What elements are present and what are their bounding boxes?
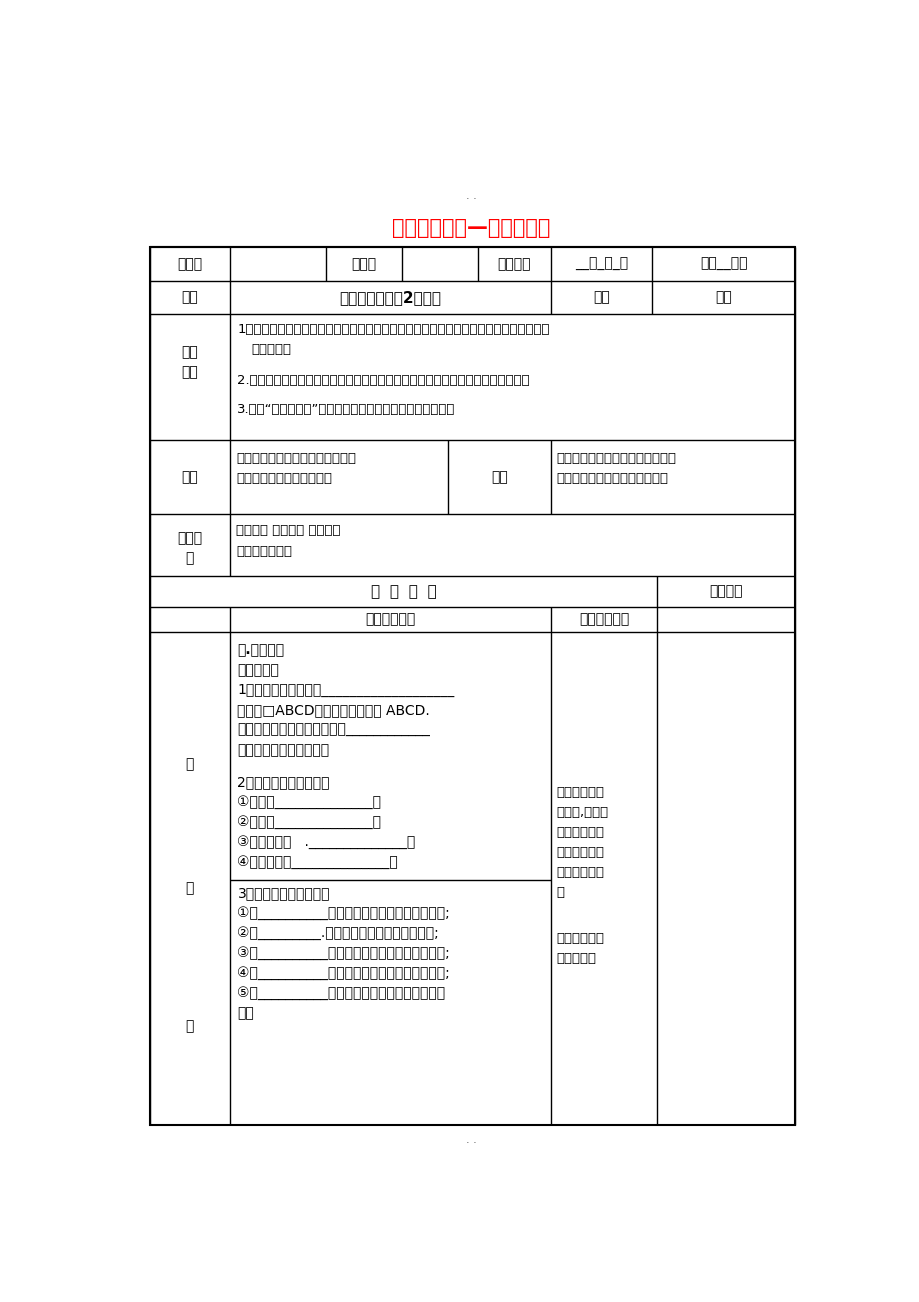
Text: 交流的过程中回顾本章知识: 交流的过程中回顾本章知识 <box>235 471 332 484</box>
Bar <box>150 247 795 1125</box>
Text: 教学: 教学 <box>181 345 198 359</box>
Text: 难点: 难点 <box>491 470 507 484</box>
Text: 重点: 重点 <box>181 470 198 484</box>
Text: 纳本章知识结: 纳本章知识结 <box>556 866 604 879</box>
Text: ②、角：______________；: ②、角：______________； <box>237 815 381 829</box>
Text: 教  学  内  容: 教 学 内 容 <box>370 583 437 599</box>
Text: 学生主体活动: 学生主体活动 <box>578 612 629 626</box>
Text: 一.课前预习: 一.课前预习 <box>237 643 284 658</box>
Text: . .: . . <box>466 1135 476 1146</box>
Text: 识系统化；: 识系统化； <box>251 344 291 357</box>
Text: 交流自己的复: 交流自己的复 <box>556 932 604 945</box>
Text: 平行四边形: 平行四边形 <box>237 663 279 677</box>
Text: ①、边：______________；: ①、边：______________； <box>237 796 381 810</box>
Text: 根据课前预习: 根据课前预习 <box>556 786 604 799</box>
Text: 目标: 目标 <box>181 365 198 379</box>
Text: 3、平行四边形的判定：: 3、平行四边形的判定： <box>237 887 330 900</box>
Text: 构: 构 <box>556 887 564 900</box>
Text: 过: 过 <box>186 1019 194 1034</box>
Text: 个案调整: 个案调整 <box>709 585 743 599</box>
Text: ①、__________分别平行的四边形是平行四边形;: ①、__________分别平行的四边形是平行四边形; <box>237 906 449 921</box>
Text: 中心对称图形—平形四边形: 中心对称图形—平形四边形 <box>391 217 550 238</box>
Text: ④、对称性：______________；: ④、对称性：______________； <box>237 855 398 870</box>
Text: 教师主导活动: 教师主导活动 <box>365 612 414 626</box>
Text: 的交点是它的对称中心。: 的交点是它的对称中心。 <box>237 743 329 756</box>
Text: 教: 教 <box>186 758 194 772</box>
Text: 指导学生 解疑释惑 检测应用: 指导学生 解疑释惑 检测应用 <box>235 523 340 536</box>
Text: 授课时间: 授课时间 <box>497 256 530 271</box>
Text: 记作：□ABCD，读作平行四边形 ABCD.: 记作：□ABCD，读作平行四边形 ABCD. <box>237 703 430 717</box>
Text: 课题: 课题 <box>181 290 198 305</box>
Text: 总第__课时: 总第__课时 <box>699 256 747 271</box>
Text: 2、平行四边形的性质：: 2、平行四边形的性质： <box>237 775 330 789</box>
Text: __年_月_日: __年_月_日 <box>574 256 627 271</box>
Text: 1、回顾、思考本章所学的知识及思想方法，并能用自己喜欢的方式进行梳理，使所学知: 1、回顾、思考本章所学的知识及思想方法，并能用自己喜欢的方式进行梳理，使所学知 <box>237 323 550 336</box>
Text: 具: 具 <box>186 551 194 565</box>
Text: 主备人: 主备人 <box>177 256 202 271</box>
Text: 3.通过“小结与思考”的教学，培养学生归纳、反思的意识；: 3.通过“小结与思考”的教学，培养学生归纳、反思的意识； <box>237 402 455 415</box>
Text: 形；: 形； <box>237 1006 254 1021</box>
Text: 学: 学 <box>186 880 194 894</box>
Text: 新授: 新授 <box>715 290 732 305</box>
Text: ③、对角线：   .______________；: ③、对角线： .______________； <box>237 836 415 849</box>
Text: 引导学生用自己喜欢的方式梳理本: 引导学生用自己喜欢的方式梳理本 <box>556 452 676 465</box>
Text: 小结与思考（第2课时）: 小结与思考（第2课时） <box>339 290 440 305</box>
Text: 教法教: 教法教 <box>177 531 202 546</box>
Text: 习归纳成果: 习归纳成果 <box>556 953 596 965</box>
Text: 以学生活动为主，让学生在反思与: 以学生活动为主，让学生在反思与 <box>235 452 356 465</box>
Text: ④、__________互相平分的四边形是平行四边形;: ④、__________互相平分的四边形是平行四边形; <box>237 966 449 980</box>
Text: 章的知识，使所学内容系统化；: 章的知识，使所学内容系统化； <box>556 471 668 484</box>
Text: 平行四边形是中心对称图形，____________: 平行四边形是中心对称图形，____________ <box>237 723 430 737</box>
Text: 生自主复习归: 生自主复习归 <box>556 846 604 859</box>
Text: ⑤、__________平行且相等的四边形是平行四边: ⑤、__________平行且相等的四边形是平行四边 <box>237 987 445 1000</box>
Text: 2.进一步丰富对平面图形相关知识的认识，能有条理的、清晰地阐述自己的观点；: 2.进一步丰富对平面图形相关知识的认识，能有条理的、清晰地阐述自己的观点； <box>237 374 529 387</box>
Text: 教具：多媒体等: 教具：多媒体等 <box>235 546 291 559</box>
Text: 课型: 课型 <box>592 290 609 305</box>
Text: ②、_________.别相等的四边形是平行四边形;: ②、_________.别相等的四边形是平行四边形; <box>237 926 438 940</box>
Text: . .: . . <box>466 191 476 202</box>
Text: ③、__________分别相等的四边形是平行四边形;: ③、__________分别相等的四边形是平行四边形; <box>237 947 449 961</box>
Text: 用案人: 用案人 <box>351 256 376 271</box>
Text: 主复习课前学: 主复习课前学 <box>556 827 604 840</box>
Text: 的内容,学生自: 的内容,学生自 <box>556 806 608 819</box>
Text: 1、平行四边形的义：___________________: 1、平行四边形的义：___________________ <box>237 684 454 697</box>
